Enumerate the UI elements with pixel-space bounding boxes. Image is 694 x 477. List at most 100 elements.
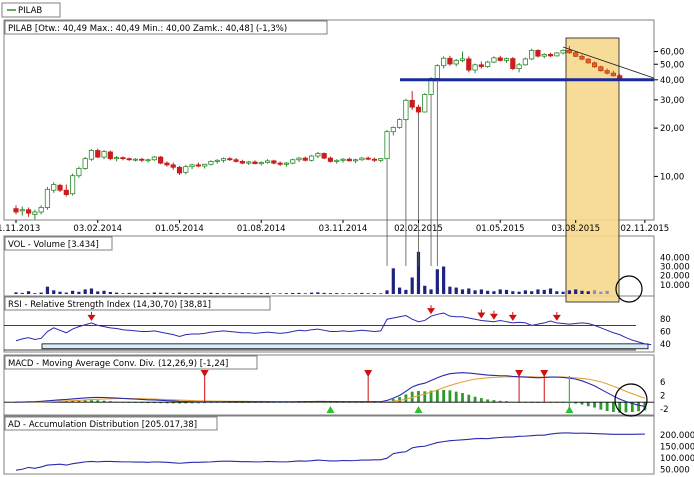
macd-sell-marker	[540, 370, 549, 377]
macd-histogram-bar	[398, 397, 402, 403]
price-candle	[302, 157, 308, 161]
price-candle	[145, 159, 151, 162]
price-candle	[535, 49, 541, 57]
rsi-band	[41, 343, 649, 350]
volume-bar	[89, 288, 94, 294]
price-candle	[189, 164, 195, 168]
macd-histogram-bar	[612, 402, 615, 412]
price-candle	[57, 184, 63, 191]
price-candle	[315, 153, 321, 157]
volume-ytick-label: 30.000	[660, 263, 690, 273]
volume-bar	[152, 292, 156, 294]
price-candle	[139, 158, 145, 161]
volume-bar	[353, 293, 358, 294]
volume-bar	[479, 289, 483, 294]
legend-label: PILAB	[18, 6, 42, 16]
volume-bar	[448, 286, 452, 294]
price-candle	[277, 162, 283, 165]
price-candle	[220, 158, 227, 161]
volume-bar	[14, 292, 18, 294]
volume-bar	[209, 292, 213, 294]
macd-histogram-bar	[64, 400, 68, 403]
volume-bar	[133, 293, 138, 294]
macd-histogram-bar	[159, 402, 163, 404]
volume-bar	[215, 292, 219, 294]
price-candle	[290, 159, 296, 164]
volume-bar	[247, 293, 251, 294]
volume-bar	[423, 285, 427, 294]
rsi-title-box: RSI - Relative Strength Index (14,30,70)…	[4, 296, 271, 311]
price-candle	[579, 55, 585, 60]
macd-line	[15, 372, 645, 407]
volume-bar	[492, 291, 496, 294]
volume-bar	[184, 292, 188, 294]
volume-bar	[196, 293, 200, 294]
macd-histogram-bar	[637, 402, 640, 412]
volume-bar	[335, 293, 339, 294]
x-tick-label: 01.11.2013	[0, 224, 40, 234]
x-tick-label: 02.02.2015	[394, 224, 443, 234]
volume-bar	[297, 292, 301, 294]
price-candle	[566, 49, 573, 54]
price-candle	[214, 159, 220, 162]
volume-bar	[108, 291, 112, 294]
volume-title: VOL - Volume [3.434]	[8, 240, 99, 250]
price-candle	[390, 127, 396, 133]
volume-bar	[221, 293, 226, 294]
rsi-sell-marker	[489, 313, 498, 320]
price-candle	[246, 161, 252, 164]
volume-bar	[159, 292, 163, 294]
volume-bar	[203, 292, 207, 294]
rsi-sell-marker	[477, 312, 486, 319]
price-candle	[195, 164, 201, 167]
volume-bar	[64, 292, 68, 294]
macd-histogram-bar	[404, 394, 408, 403]
volume-bar	[467, 288, 471, 294]
x-tick-label: 03.11.2014	[319, 224, 368, 234]
macd-histogram-bar	[442, 389, 446, 403]
legend-tag: PILAB	[1, 2, 61, 18]
price-candle	[44, 188, 51, 208]
volume-bar	[77, 291, 81, 294]
volume-bar	[385, 290, 389, 294]
volume-series	[14, 251, 609, 294]
macd-histogram-bar	[586, 402, 590, 407]
price-candle	[447, 57, 453, 65]
macd-histogram-bar	[448, 390, 452, 403]
volume-bar	[592, 290, 597, 294]
macd-histogram-bar	[580, 402, 584, 405]
macd-buy-marker	[565, 406, 574, 413]
rsi-sell-marker	[87, 314, 96, 321]
highlight-zone	[565, 37, 620, 303]
volume-bar	[504, 289, 509, 294]
price-candle	[384, 131, 390, 160]
macd-histogram-bar	[108, 401, 112, 403]
x-tick-label: 03.02.2014	[73, 224, 122, 234]
volume-bar	[567, 290, 572, 294]
volume-bar	[234, 293, 238, 294]
price-candle	[334, 159, 340, 162]
price-candle	[158, 156, 164, 164]
macd-histogram-bar	[505, 401, 508, 403]
price-candle	[321, 153, 327, 159]
rsi-title: RSI - Relative Strength Index (14,30,70)…	[8, 300, 211, 310]
price-candle	[32, 211, 38, 215]
macd-sell-marker	[200, 370, 209, 377]
x-tick-label: 01.05.2015	[476, 224, 525, 234]
macd-histogram-bar	[630, 402, 634, 412]
price-candle	[340, 158, 346, 161]
price-candle	[202, 163, 208, 167]
price-candle	[151, 156, 157, 161]
volume-bar	[605, 290, 609, 294]
price-ytick-label: 40,00	[660, 76, 684, 86]
volume-bar	[548, 288, 553, 294]
price-candle	[51, 184, 57, 191]
price-candle	[183, 166, 189, 173]
price-candle	[176, 166, 183, 174]
volume-bar	[372, 293, 377, 294]
price-candle	[296, 157, 302, 161]
price-candle	[114, 157, 120, 160]
ad-series	[15, 432, 645, 471]
price-ytick-label: 50,00	[660, 60, 684, 70]
